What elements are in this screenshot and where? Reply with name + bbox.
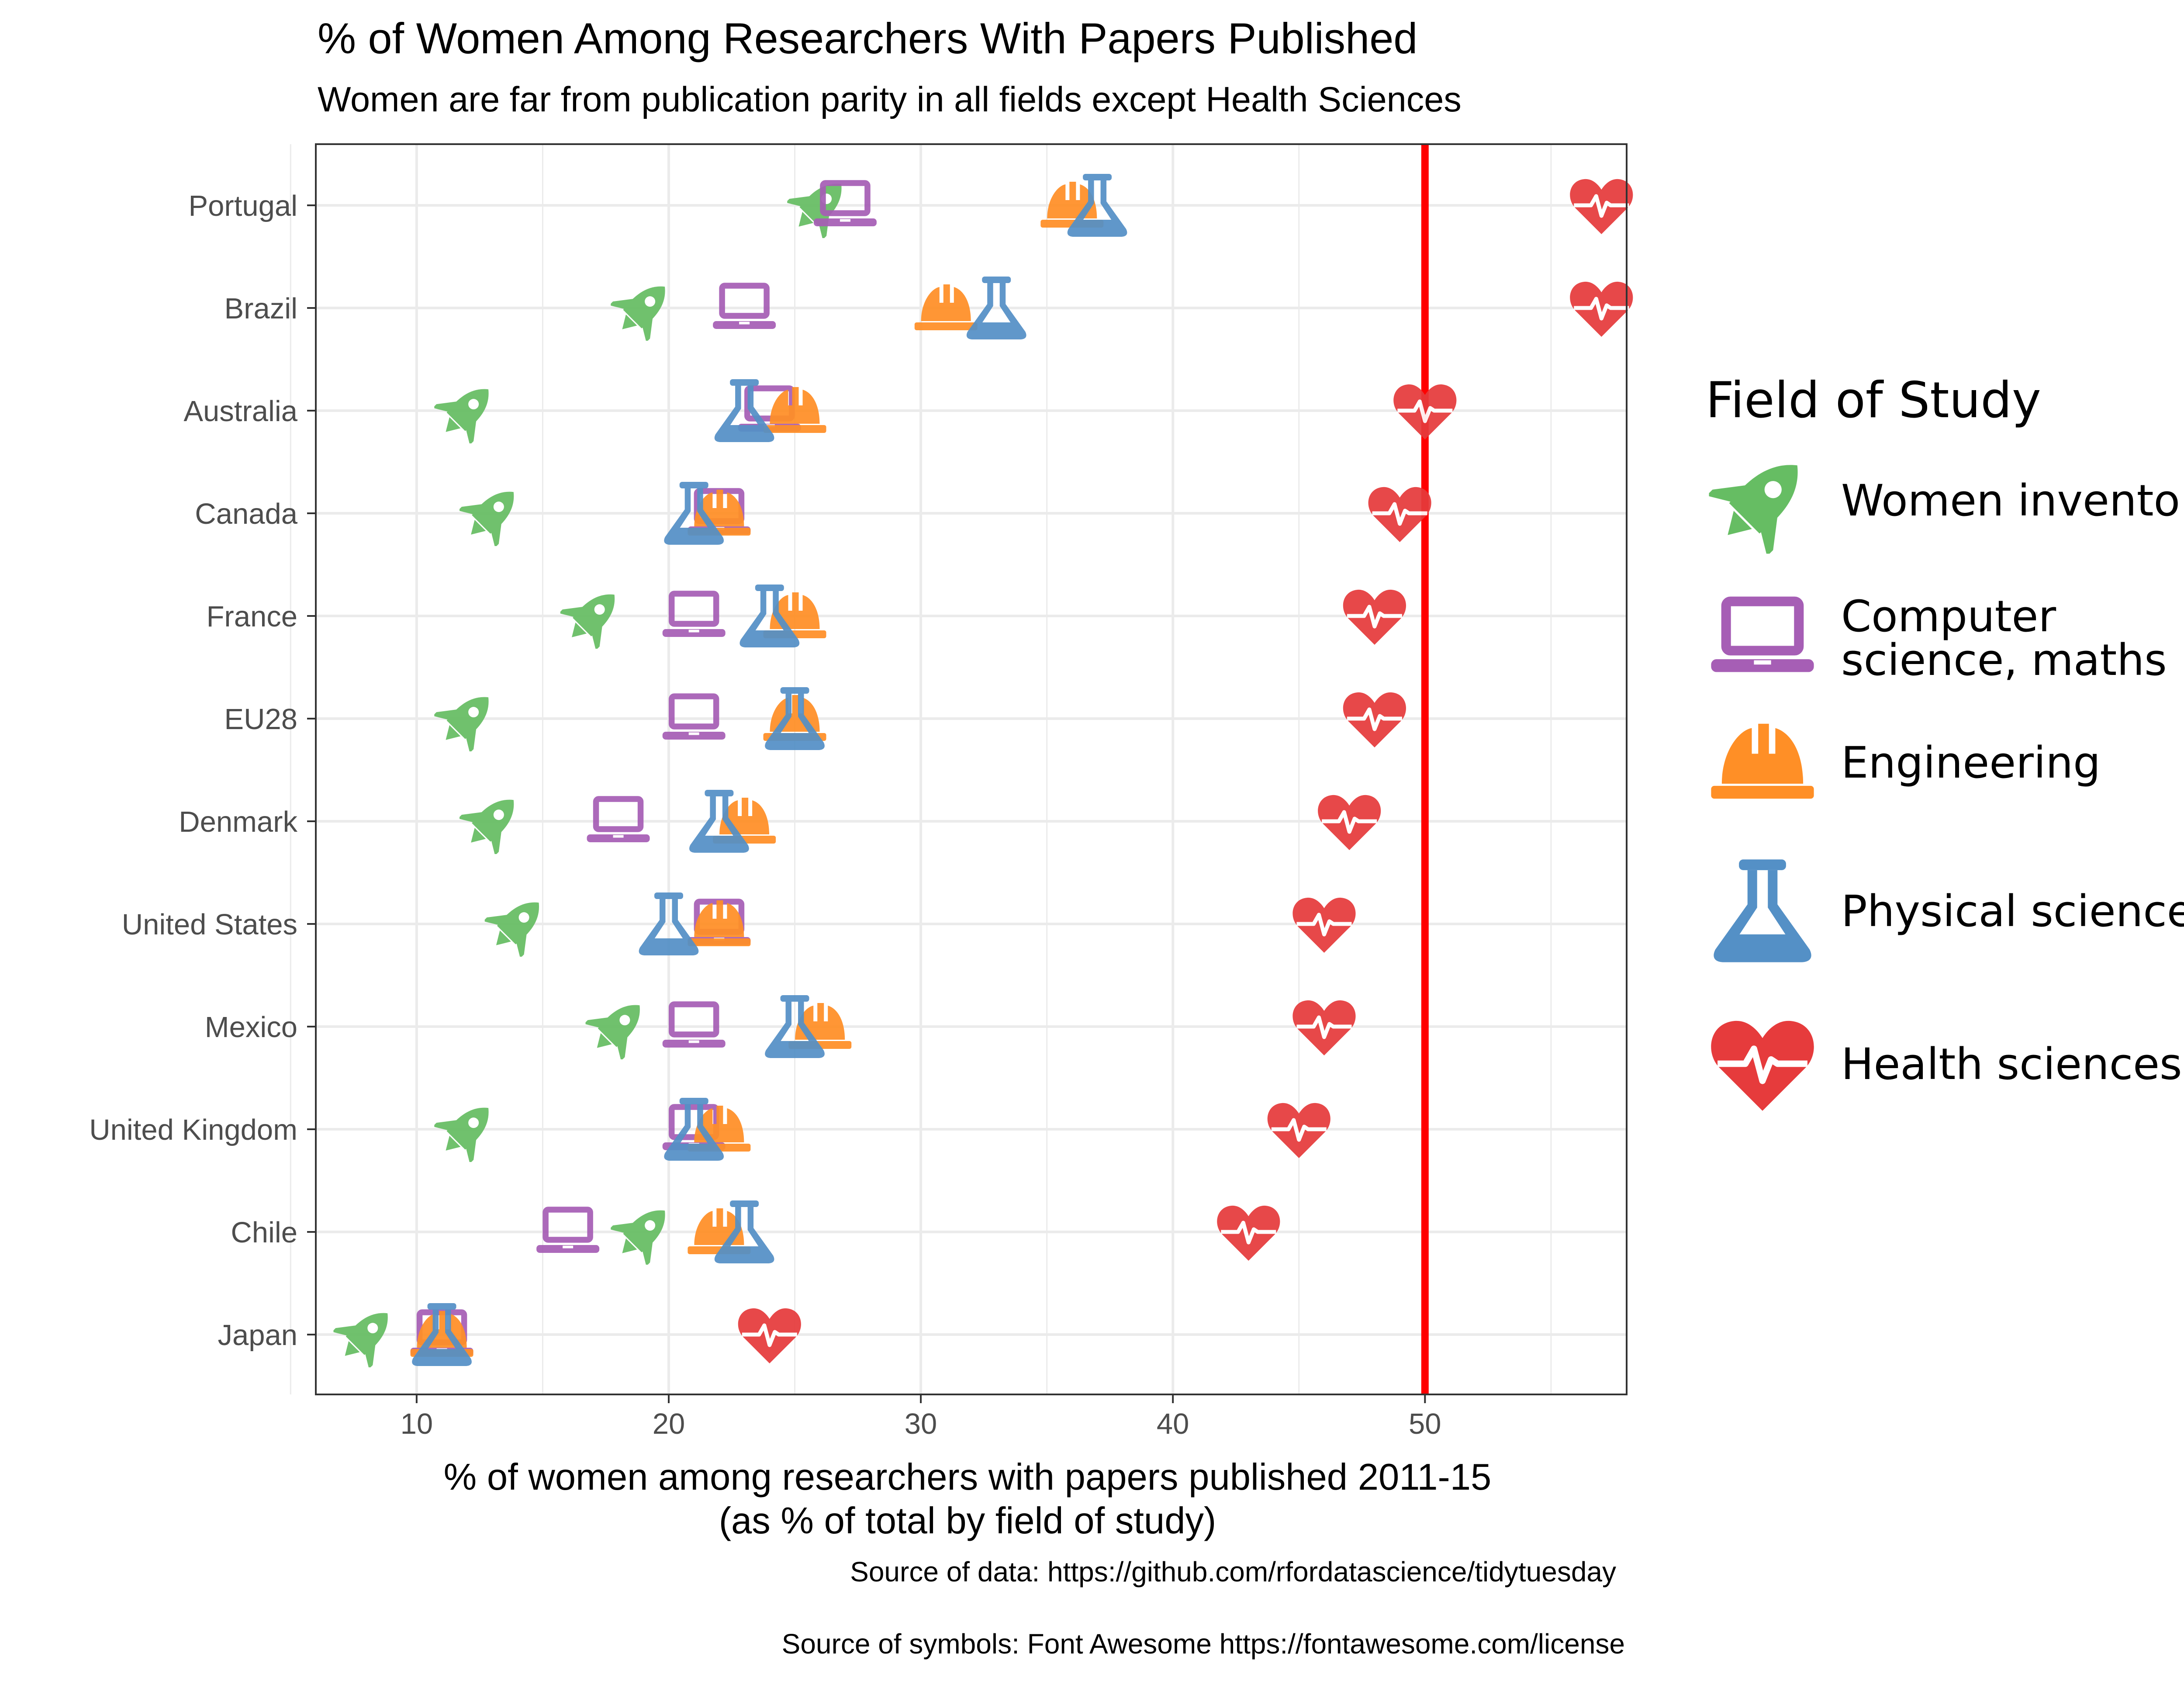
plot-panel — [316, 144, 1627, 1394]
legend-title: Field of Study — [1706, 371, 2041, 429]
x-tick-label: 10 — [401, 1408, 433, 1440]
chart-title: % of Women Among Researchers With Papers… — [318, 14, 1417, 62]
y-axis: Portugal Brazil Australia Canada France EU28 D… — [89, 190, 316, 1352]
x-tick-label: 20 — [653, 1408, 685, 1440]
y-tick-label: Mexico — [205, 1011, 297, 1044]
x-axis: 10 20 30 40 50 — [401, 1394, 1441, 1440]
legend-label: Physical sciences — [1841, 886, 2184, 937]
x-tick-label: 50 — [1409, 1408, 1441, 1440]
y-tick-label: Portugal — [188, 190, 297, 222]
y-tick-label: Australia — [183, 395, 297, 428]
y-tick-label: United Kingdom — [89, 1114, 297, 1146]
x-tick-label: 30 — [905, 1408, 937, 1440]
legend-label: Health sciences — [1841, 1039, 2182, 1090]
legend-label: Computer — [1841, 591, 2056, 642]
legend-heartbeat-icon — [1711, 1021, 1814, 1111]
legend-hard-hat-icon — [1711, 723, 1814, 799]
legend-flask-icon — [1714, 859, 1811, 962]
legend-rocket-icon — [1709, 446, 1816, 554]
caption-symbol-source: Source of symbols: Font Awesome https://… — [782, 1628, 1625, 1660]
y-tick-label: Denmark — [179, 806, 297, 838]
x-axis-label-line-2: (as % of total by field of study) — [719, 1500, 1216, 1542]
y-tick-label: EU28 — [224, 703, 297, 736]
y-tick-label: Brazil — [224, 292, 297, 325]
chart-subtitle: Women are far from publication parity in… — [318, 80, 1462, 119]
y-tick-label: Chile — [231, 1216, 297, 1249]
y-tick-label: Canada — [195, 498, 297, 530]
y-tick-label: United States — [122, 908, 297, 941]
legend: Field of Study Women inventors Computersc… — [1706, 371, 2184, 1111]
x-axis-label-line-1: % of women among researchers with papers… — [444, 1456, 1492, 1498]
caption-data-source: Source of data: https://github.com/rford… — [850, 1556, 1616, 1588]
y-tick-label: Japan — [218, 1319, 297, 1352]
legend-label: Engineering — [1841, 738, 2101, 788]
legend-laptop-icon — [1711, 602, 1814, 672]
x-tick-label: 40 — [1157, 1408, 1189, 1440]
legend-label: Women inventors — [1841, 476, 2184, 526]
y-tick-label: France — [206, 600, 297, 633]
legend-label: science, maths — [1841, 635, 2167, 685]
plot-border — [315, 143, 1628, 1395]
